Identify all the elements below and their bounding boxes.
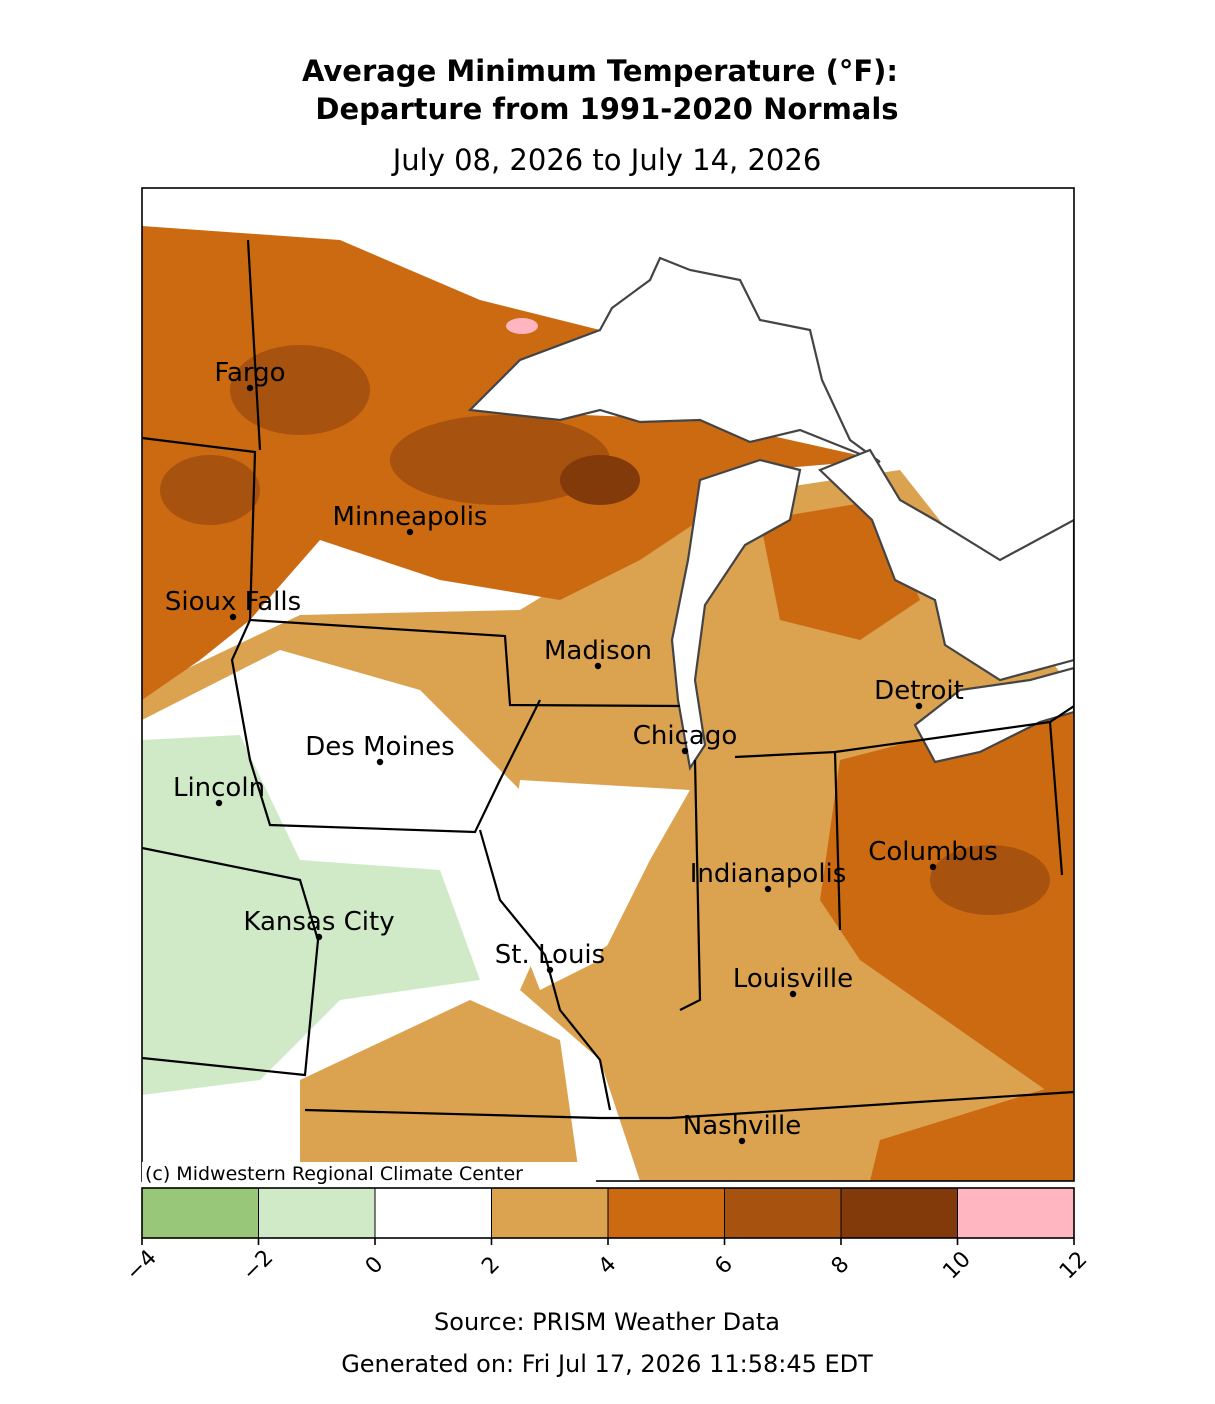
colorbar-tick-label: 10 [938,1247,975,1284]
region [820,700,1074,1110]
colorbar-bin [258,1187,376,1239]
city-label: Madison [544,636,652,666]
colorbar-tick-label: 8 [827,1252,855,1280]
colorbar-bin [840,1187,958,1239]
lake [818,448,1074,682]
city-dot [376,758,384,766]
colorbar-bin [607,1187,725,1239]
colorbar-bin [491,1187,609,1239]
title-line: Departure from 1991-2020 Normals [315,92,898,126]
region [390,415,610,505]
colorbar-tick-label: 0 [361,1252,389,1280]
title-line: Average Minimum Temperature (°F): [302,54,898,88]
city-dot [929,863,937,871]
region [506,318,538,334]
copyright-bg [142,1162,596,1182]
city-dot [738,1137,746,1145]
colorbar-tick-label: 12 [1055,1247,1092,1284]
region [870,1080,1074,1181]
region [600,890,700,1030]
city-label: Sioux Falls [165,587,301,617]
city-label: Lincoln [173,773,265,803]
city-dot [681,747,689,755]
city-dot [229,613,237,621]
lake [670,458,802,771]
city-label: Chicago [633,721,738,751]
colorbar-bin [724,1187,842,1239]
subtitle: July 08, 2026 to July 14, 2026 [391,143,822,177]
source: Source: PRISM Weather Data [434,1308,780,1336]
city-label: Kansas City [243,907,394,937]
city-dot [915,702,923,710]
city-label: Indianapolis [690,859,847,889]
colorbar-tick-label: −2 [238,1245,279,1286]
colorbar-bin [141,1187,259,1239]
city-label: Columbus [868,837,998,867]
region [560,455,640,505]
city-dot [215,799,223,807]
city-dot [246,384,254,392]
colorbar-tick-label: −4 [121,1245,162,1286]
colorbar-tick-label: 6 [710,1252,738,1280]
region [930,845,1050,915]
city-label: Minneapolis [333,502,488,532]
city-label: Fargo [214,358,285,388]
city-label: Louisville [733,964,853,994]
city-dot [406,528,414,536]
city-label: St. Louis [495,940,605,970]
city-dot [594,662,602,670]
city-dot [764,885,772,893]
city-dot [546,966,554,974]
city-label: Nashville [683,1111,801,1141]
copyright: (c) Midwestern Regional Climate Center [145,1163,523,1185]
city-label: Des Moines [305,732,454,762]
generated: Generated on: Fri Jul 17, 2026 11:58:45 … [341,1350,873,1378]
colorbar-bin [957,1187,1075,1239]
colorbar-tick-label: 2 [477,1252,505,1280]
colorbar-bin [374,1187,492,1239]
state-border [679,705,1074,1011]
state-border [230,239,541,834]
lake [913,666,1074,764]
region [230,345,370,435]
lake [467,256,881,464]
map [142,188,1074,1181]
colorbar-tick-label: 4 [594,1252,622,1280]
city-dot [789,990,797,998]
city-label: Detroit [874,676,964,706]
map-frame [141,187,1075,1182]
region [160,455,260,525]
state-border [478,829,612,1111]
city-dot [315,933,323,941]
region [505,780,690,990]
region [300,1000,580,1181]
